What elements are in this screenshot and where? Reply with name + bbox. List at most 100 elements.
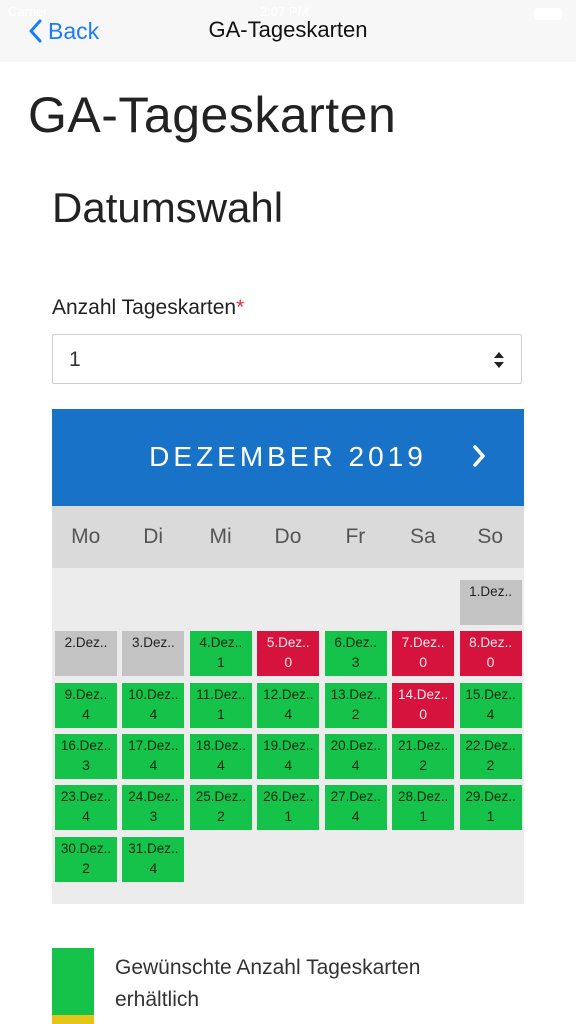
calendar-day[interactable]: 1.Dez.. <box>459 580 522 625</box>
battery-icon <box>534 8 562 20</box>
section-title: Datumswahl <box>52 184 284 231</box>
calendar-day-count: 1 <box>216 654 225 671</box>
calendar-day-label: 14.Dez.. <box>398 686 449 702</box>
calendar-day[interactable]: 15.Dez.. 4 <box>459 682 522 728</box>
calendar-day-label: 5.Dez.. <box>266 635 310 651</box>
legend-color-swatch-yellow <box>52 1015 94 1024</box>
calendar-day-label: 30.Dez.. <box>60 840 112 856</box>
calendar-day-label: 31.Dez.. <box>128 840 179 856</box>
weekday-label: Fr <box>345 525 366 548</box>
calendar-day-label: 29.Dez.. <box>465 789 516 805</box>
calendar-day-count: 3 <box>149 808 158 825</box>
calendar-day[interactable]: 17.Dez.. 4 <box>122 733 185 779</box>
calendar-day-label: 4.Dez.. <box>199 635 243 651</box>
calendar-day-count: 0 <box>419 654 428 671</box>
calendar-day-count: 1 <box>284 808 293 825</box>
calendar-day[interactable]: 23.Dez.. 4 <box>55 785 117 831</box>
calendar-day[interactable]: 31.Dez.. 4 <box>122 836 185 882</box>
calendar-month-label: DEZEMBER 2019 <box>149 441 427 472</box>
calendar-day-label: 20.Dez.. <box>330 737 381 753</box>
calendar-day-label: 1.Dez.. <box>469 584 512 599</box>
calendar-day-label: 2.Dez.. <box>64 635 108 651</box>
weekday-label: Mo <box>71 525 101 548</box>
weekday-label: Do <box>274 525 302 548</box>
calendar-day-count: 3 <box>82 756 90 773</box>
calendar-day-count: 4 <box>351 808 360 825</box>
status-carrier: Carrier <box>8 4 48 19</box>
calendar-header: DEZEMBER 2019 <box>52 409 524 506</box>
calendar-day[interactable]: 4.Dez.. 1 <box>189 631 252 677</box>
calendar-day[interactable]: 8.Dez.. 0 <box>459 631 522 677</box>
calendar-day-count: 4 <box>284 756 293 773</box>
calendar-day[interactable]: 25.Dez.. 2 <box>189 785 252 831</box>
navigation-bar: Carrier 2:07 PM Back GA-Tageskarten <box>0 0 576 62</box>
calendar-day[interactable]: 20.Dez.. 4 <box>324 733 387 779</box>
calendar-day-count: 2 <box>419 756 428 773</box>
calendar-day-count: 0 <box>419 705 428 722</box>
page-title: GA-Tageskarten <box>28 87 397 143</box>
chevron-right-icon[interactable] <box>472 445 486 467</box>
status-time: 2:07 PM <box>260 4 309 19</box>
calendar-day[interactable]: 6.Dez.. 3 <box>324 631 387 677</box>
calendar-day[interactable]: 9.Dez.. 4 <box>55 682 117 728</box>
calendar-day-label: 16.Dez.. <box>60 737 112 753</box>
back-button[interactable]: Back <box>28 16 99 46</box>
calendar-day[interactable]: 12.Dez.. 4 <box>257 682 320 728</box>
calendar-day-label: 18.Dez.. <box>195 737 246 753</box>
quantity-label: Anzahl Tageskarten* <box>52 296 244 320</box>
calendar-weekdays: Mo Di Mi Do Fr Sa So <box>52 506 524 568</box>
calendar-day[interactable]: 22.Dez.. 2 <box>459 733 522 779</box>
calendar-day-label: 15.Dez.. <box>465 686 516 702</box>
calendar-day-count: 4 <box>149 705 158 722</box>
calendar-day[interactable]: 27.Dez.. 4 <box>324 785 387 831</box>
calendar-day-count: 1 <box>486 808 495 825</box>
calendar-day-count: 1 <box>216 705 225 722</box>
quantity-select[interactable]: 1 <box>52 334 522 384</box>
required-mark: * <box>236 296 245 319</box>
calendar-day[interactable]: 30.Dez.. 2 <box>55 836 117 882</box>
calendar-day[interactable]: 13.Dez.. 2 <box>324 682 387 728</box>
back-label: Back <box>48 17 100 44</box>
calendar-day[interactable]: 3.Dez.. <box>122 631 185 677</box>
calendar-day[interactable]: 29.Dez.. 1 <box>459 785 522 831</box>
calendar-day-label: 13.Dez.. <box>330 686 381 702</box>
calendar-day-label: 27.Dez.. <box>330 789 381 805</box>
weekday-label: So <box>477 525 504 548</box>
calendar-day[interactable]: 7.Dez.. 0 <box>392 631 455 677</box>
calendar-day[interactable]: 10.Dez.. 4 <box>122 682 185 728</box>
calendar-day[interactable]: 16.Dez.. 3 <box>55 733 117 779</box>
chevron-left-icon <box>29 19 42 43</box>
weekday-label: Mi <box>209 525 232 548</box>
nav-title: GA-Tageskarten <box>208 17 368 42</box>
quantity-select-value: 1 <box>69 348 81 371</box>
calendar-day-count: 4 <box>149 859 158 876</box>
calendar-day[interactable]: 19.Dez.. 4 <box>257 733 320 779</box>
calendar-day[interactable]: 14.Dez.. 0 <box>392 682 455 728</box>
calendar-day[interactable]: 24.Dez.. 3 <box>122 785 185 831</box>
calendar-day[interactable]: 11.Dez.. 1 <box>189 682 252 728</box>
calendar-day-count: 1 <box>419 808 428 825</box>
calendar-day-count: 4 <box>486 705 495 722</box>
calendar-day[interactable]: 26.Dez.. 1 <box>257 785 320 831</box>
quantity-label-text: Anzahl Tageskarten <box>52 296 237 319</box>
calendar-day-count: 0 <box>486 654 495 671</box>
calendar-day[interactable]: 18.Dez.. 4 <box>189 733 252 779</box>
weekday-label: Di <box>143 525 164 548</box>
calendar-day-label: 23.Dez.. <box>60 789 112 805</box>
calendar-day-count: 2 <box>216 808 225 825</box>
calendar-day-count: 4 <box>351 756 360 773</box>
calendar-day-label: 28.Dez.. <box>398 789 449 805</box>
calendar-day[interactable]: 28.Dez.. 1 <box>392 785 455 831</box>
calendar-day-label: 12.Dez.. <box>263 686 314 702</box>
calendar-day[interactable]: 21.Dez.. 2 <box>392 733 455 779</box>
select-updown-icon <box>494 352 504 368</box>
calendar-day-label: 21.Dez.. <box>398 737 449 753</box>
calendar-day-label: 17.Dez.. <box>128 737 179 753</box>
calendar-day[interactable]: 5.Dez.. 0 <box>257 631 320 677</box>
calendar-day-count: 4 <box>82 705 90 722</box>
calendar-day[interactable]: 2.Dez.. <box>55 631 117 677</box>
calendar-day-label: 22.Dez.. <box>465 737 516 753</box>
calendar-day-label: 7.Dez.. <box>401 635 445 651</box>
calendar-day-count: 2 <box>82 859 90 876</box>
calendar-day-count: 0 <box>284 654 293 671</box>
